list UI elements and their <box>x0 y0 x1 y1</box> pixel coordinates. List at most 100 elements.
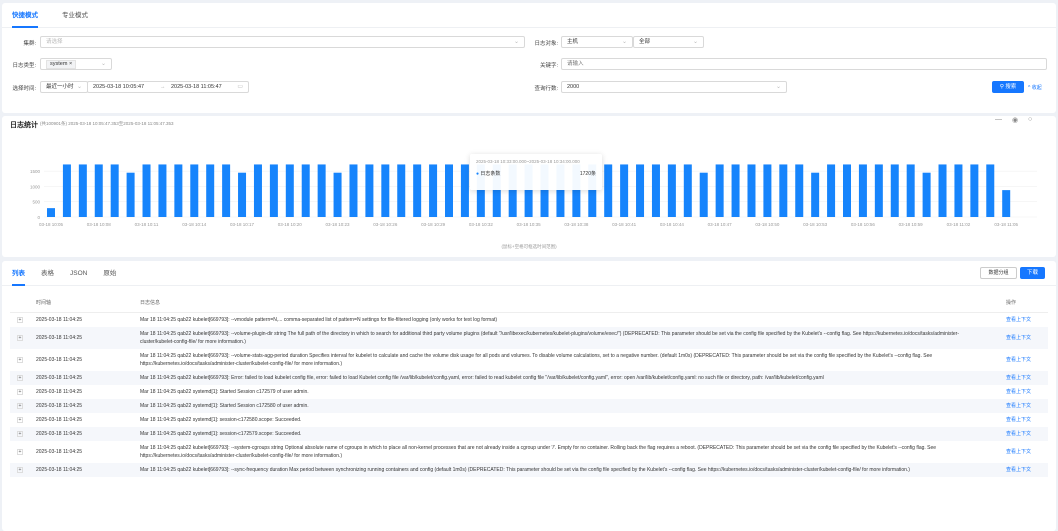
view-context-link[interactable]: 查看上下文 <box>1006 356 1032 363</box>
row-message: Mar 18 11:04:25 qab22 kubelet[669793]: -… <box>140 326 1006 349</box>
search-button[interactable]: ⚲ 搜索 <box>992 81 1024 93</box>
table-row: + 2025-03-18 11:04:25 Mar 18 11:04:25 qa… <box>10 312 1048 327</box>
tab-table[interactable]: 表格 <box>41 269 54 277</box>
bar <box>158 164 167 217</box>
chevron-down-icon: ⌄ <box>100 61 106 67</box>
row-time: 2025-03-18 11:04:25 <box>36 398 140 413</box>
x-tick-label: 03-18 10:38 <box>564 222 589 227</box>
expand-icon[interactable]: + <box>17 356 23 363</box>
bar <box>699 172 708 217</box>
tab-pro-mode[interactable]: 专业模式 <box>62 11 88 19</box>
log-object-scope-value: 全部 <box>639 39 651 45</box>
minimize-icon[interactable]: — <box>995 116 1002 123</box>
keyword-input[interactable] <box>561 58 1047 70</box>
expand-icon[interactable]: + <box>17 466 23 473</box>
view-context-link[interactable]: 查看上下文 <box>1006 466 1032 473</box>
x-tick-label: 03-18 10:50 <box>755 222 780 227</box>
x-tick-label: 03-18 10:47 <box>708 222 733 227</box>
time-start[interactable]: 2025-03-18 10:05:47 <box>93 84 145 90</box>
expand-icon[interactable]: + <box>17 388 23 395</box>
x-tick-label: 03-18 10:08 <box>87 222 112 227</box>
x-tick-label: 03-18 10:59 <box>899 222 924 227</box>
data-group-button[interactable]: 数据分组 <box>980 267 1017 279</box>
tab-list[interactable]: 列表 <box>12 261 25 286</box>
view-context-link[interactable]: 查看上下文 <box>1006 416 1032 423</box>
log-count-chart[interactable]: 0 500 1000 1500 03-18 10:05 03-18 10:08 03-18 … <box>2 116 1056 257</box>
rows-select[interactable]: 2000 ⌄ <box>561 81 787 93</box>
collapse-link[interactable]: ^ 收起 <box>1028 84 1042 91</box>
row-message: Mar 18 11:04:25 qab22 kubelet[669793]: E… <box>140 370 1006 385</box>
bar <box>986 164 995 217</box>
expand-icon[interactable]: + <box>17 430 23 437</box>
bar <box>238 172 247 217</box>
bar <box>747 164 756 217</box>
expand-icon[interactable]: + <box>17 416 23 423</box>
view-context-link[interactable]: 查看上下文 <box>1006 374 1032 381</box>
expand-icon[interactable]: + <box>17 316 23 323</box>
bar <box>269 164 278 217</box>
bar <box>588 164 597 217</box>
expand-icon[interactable]: + <box>17 448 23 455</box>
search-panel: 快捷模式 专业模式 集群: 请选择 ⌄ 日志对象: 主机 ⌄ 全部 ⌄ 日志类型: s… <box>2 3 1056 113</box>
chevron-down-icon: ⌄ <box>621 39 627 45</box>
x-tick-label: 03-18 10:17 <box>230 222 255 227</box>
expand-icon[interactable]: + <box>17 374 23 381</box>
x-tick-label: 03-18 10:41 <box>612 222 637 227</box>
bar <box>572 164 581 217</box>
tab-quick-mode[interactable]: 快捷模式 <box>12 3 38 28</box>
time-end[interactable]: 2025-03-18 11:05:47 <box>171 84 222 90</box>
y-tick-label: 0 <box>37 215 40 220</box>
x-tick-label: 03-18 10:29 <box>421 222 446 227</box>
x-tick-label: 03-18 10:14 <box>182 222 207 227</box>
bar <box>94 164 103 217</box>
col-actions: 操作 <box>1006 293 1048 313</box>
bar <box>524 164 533 217</box>
time-preset-select[interactable]: 最近一小时 ⌄ <box>40 81 88 93</box>
chevron-down-icon: ⌄ <box>513 39 519 45</box>
chevron-down-icon: ⌄ <box>692 39 698 45</box>
tab-raw[interactable]: 原始 <box>103 269 117 277</box>
download-button[interactable]: 下载 <box>1020 267 1045 279</box>
bar <box>47 208 55 217</box>
row-time: 2025-03-18 11:04:25 <box>36 316 83 323</box>
calendar-icon: ▭ <box>237 84 243 90</box>
log-object-scope-select[interactable]: 全部 ⌄ <box>633 36 704 48</box>
refresh-icon[interactable]: ○ <box>1028 116 1033 123</box>
view-context-link[interactable]: 查看上下文 <box>1006 430 1032 437</box>
bar <box>476 164 485 217</box>
bar <box>429 164 438 217</box>
view-context-link[interactable]: 查看上下文 <box>1006 388 1032 395</box>
bar <box>206 164 215 217</box>
view-context-link[interactable]: 查看上下文 <box>1006 448 1032 455</box>
bar <box>222 164 231 217</box>
view-context-link[interactable]: 查看上下文 <box>1006 316 1032 323</box>
bar <box>349 164 358 217</box>
view-context-link[interactable]: 查看上下文 <box>1006 402 1032 409</box>
result-tabs: 列表 表格 JSON 原始 <box>2 261 1056 286</box>
x-tick-label: 03-18 10:11 <box>135 222 159 227</box>
tab-json[interactable]: JSON <box>70 269 88 277</box>
log-object-label: 日志对象: <box>534 41 558 47</box>
x-tick-label: 03-18 10:56 <box>851 222 876 227</box>
tooltip-value: 1720条 <box>579 171 596 177</box>
close-icon[interactable]: × <box>68 61 73 67</box>
expand-icon[interactable]: + <box>17 402 23 409</box>
x-tick-label: 03-18 10:20 <box>278 222 303 227</box>
log-type-tag[interactable]: system × <box>46 60 77 69</box>
log-object-type-select[interactable]: 主机 ⌄ <box>561 36 633 48</box>
table-row: + 2025-03-18 11:04:25 Mar 18 11:04:25 qa… <box>10 413 1048 427</box>
stats-subtitle: (共100901条) 2025-03-18 10:05:47.353至2025-… <box>40 121 174 126</box>
view-context-link[interactable]: 查看上下文 <box>1006 334 1032 341</box>
bar <box>365 164 374 217</box>
expand-icon[interactable]: + <box>17 334 23 341</box>
time-range-picker[interactable]: 2025-03-18 10:05:47 → 2025-03-18 11:05:4… <box>87 81 249 93</box>
row-message: Mar 18 11:04:25 qab22 systemd[1]: Starte… <box>140 398 1006 413</box>
log-stats-panel: 日志统计 (共100901条) 2025-03-18 10:05:47.353至… <box>2 116 1056 257</box>
log-type-select[interactable]: system × ⌄ <box>40 58 112 70</box>
bar <box>795 164 804 217</box>
cluster-select[interactable]: 请选择 ⌄ <box>40 36 525 48</box>
chevron-up-icon: ^ <box>1028 85 1031 91</box>
bar <box>540 164 549 217</box>
chevron-down-icon: ⌄ <box>76 84 82 90</box>
eye-icon[interactable]: ◉ <box>1012 117 1019 124</box>
